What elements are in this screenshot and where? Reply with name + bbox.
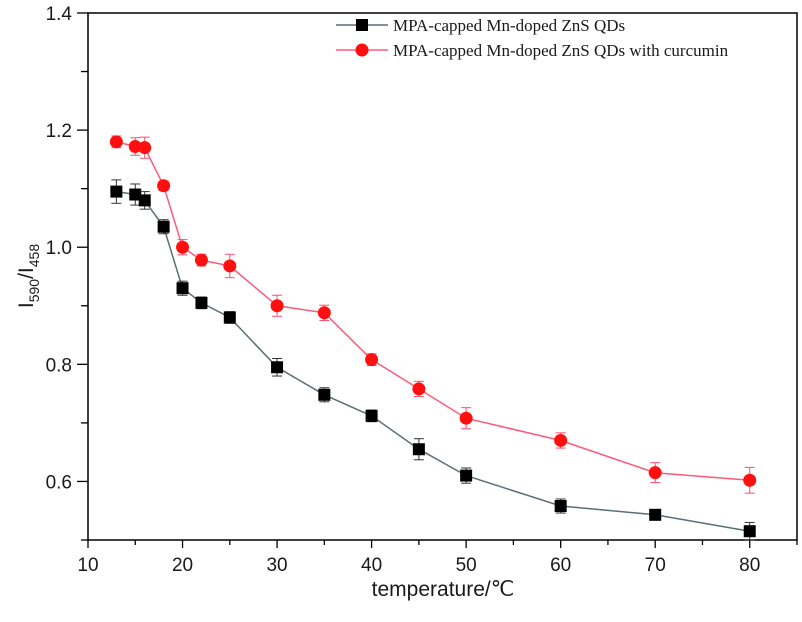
y-axis-title-sub2: 458 <box>26 244 42 268</box>
data-point <box>129 188 142 201</box>
x-axis-title: temperature/℃ <box>372 578 515 601</box>
series-1 <box>109 135 757 494</box>
legend-marker-series-1 <box>355 43 369 57</box>
data-point <box>138 194 151 207</box>
data-point <box>743 525 756 538</box>
y-tick-label: 1.2 <box>46 121 72 142</box>
x-tick-label: 20 <box>172 555 193 576</box>
data-point <box>271 361 284 374</box>
x-tick-label: 40 <box>361 555 382 576</box>
data-point <box>223 311 236 324</box>
data-point <box>554 433 568 447</box>
data-point <box>743 473 757 487</box>
data-point <box>365 409 378 422</box>
x-tick-label: 70 <box>645 555 666 576</box>
y-tick-label: 1.4 <box>46 4 73 25</box>
y-axis-title-sub1: 590 <box>26 279 42 303</box>
data-point <box>412 382 426 396</box>
data-point <box>459 411 473 425</box>
y-tick-label: 0.8 <box>46 355 72 376</box>
y-axis-title-sep: /I <box>15 267 38 279</box>
data-point <box>649 508 662 521</box>
data-point <box>157 220 170 233</box>
series-line-1 <box>116 141 750 482</box>
legend-label-series-0: MPA-capped Mn-doped ZnS QDs <box>393 16 625 35</box>
data-point <box>412 443 425 456</box>
series-layer <box>109 135 757 541</box>
data-point <box>317 306 331 320</box>
data-point <box>460 469 473 482</box>
data-point <box>318 388 331 401</box>
x-tick-label: 50 <box>456 555 477 576</box>
legend: MPA-capped Mn-doped ZnS QDs MPA-capped M… <box>336 16 729 60</box>
y-axis-title-main: I <box>15 302 38 308</box>
axes: 10 20 30 40 50 60 70 80 0.6 0.8 1.0 1.2 1.4 <box>46 4 798 576</box>
series-0 <box>110 179 756 541</box>
x-tick-label: 10 <box>77 555 98 576</box>
data-point <box>554 500 567 513</box>
data-point <box>157 179 171 193</box>
data-point <box>128 140 142 154</box>
data-point <box>138 141 152 155</box>
plot-frame <box>87 12 798 541</box>
data-point <box>270 299 284 313</box>
data-point <box>176 240 190 254</box>
data-point <box>365 353 379 367</box>
legend-label-series-1: MPA-capped Mn-doped ZnS QDs with curcumi… <box>393 41 729 60</box>
x-tick-label: 60 <box>550 555 571 576</box>
data-point <box>109 135 123 149</box>
data-point <box>110 185 123 198</box>
data-point <box>194 253 208 267</box>
data-point <box>176 282 189 295</box>
data-point <box>195 296 208 309</box>
data-point <box>223 259 237 273</box>
x-tick-label: 30 <box>266 555 287 576</box>
y-tick-label: 1.0 <box>46 238 72 259</box>
x-tick-label: 80 <box>739 555 760 576</box>
legend-marker-series-0 <box>356 19 368 31</box>
y-tick-label: 0.6 <box>46 472 72 493</box>
data-point <box>648 466 662 480</box>
y-axis-title: I590/I458 <box>15 244 42 308</box>
